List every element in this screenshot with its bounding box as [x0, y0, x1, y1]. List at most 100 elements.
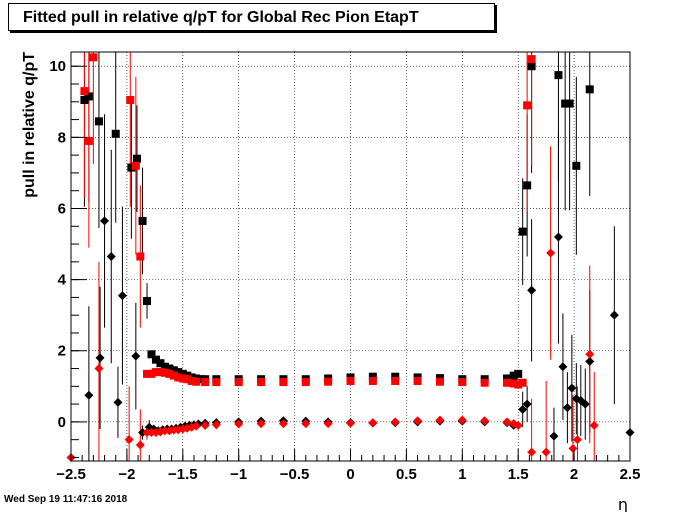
diamond-marker	[100, 216, 110, 226]
square-marker	[279, 378, 288, 387]
square-marker	[127, 163, 136, 172]
diamond-marker	[562, 403, 572, 413]
square-marker	[178, 374, 187, 383]
diamond-marker	[413, 416, 423, 426]
square-marker	[147, 350, 156, 359]
y-tick-label: 0	[58, 414, 66, 431]
diamond-marker	[513, 420, 523, 430]
x-tick-label: 0	[346, 466, 354, 483]
x-tick-label: −1	[230, 466, 247, 483]
square-marker	[160, 368, 169, 377]
x-tick-label: 1.5	[508, 466, 529, 483]
square-marker	[138, 216, 147, 225]
square-marker	[212, 378, 221, 387]
diamond-marker	[480, 416, 490, 426]
diamond-marker	[124, 435, 134, 445]
square-marker	[143, 369, 152, 378]
square-marker	[413, 376, 422, 385]
diamond-marker	[568, 444, 578, 454]
square-marker	[458, 378, 467, 387]
axis-ticks	[70, 65, 631, 461]
diamond-marker	[234, 419, 244, 429]
square-marker	[80, 96, 89, 105]
y-tick-label: 4	[58, 272, 67, 289]
square-marker	[554, 71, 563, 80]
square-marker	[509, 379, 518, 388]
x-tick-label: −2	[118, 466, 135, 483]
x-tick-label: 2.5	[620, 466, 641, 483]
diamond-marker	[502, 417, 512, 427]
chart-title: Fitted pull in relative q/pT for Global …	[23, 9, 419, 26]
diamond-marker	[527, 447, 537, 457]
square-marker	[160, 362, 169, 371]
x-tick-label: 0.5	[396, 466, 417, 483]
diamond-marker	[585, 349, 595, 359]
diamond-marker	[301, 419, 311, 429]
square-marker	[518, 378, 527, 387]
diamond-marker	[211, 420, 221, 430]
diamond-marker	[527, 285, 537, 295]
square-marker	[136, 252, 145, 261]
tick-labels: −2.5 −2 −1.5 −1 −0.5 0 0.5 1 1.5 2 2.5 0 2 4 6 8 10	[49, 58, 640, 483]
square-marker	[565, 99, 574, 108]
diamond-marker	[117, 291, 127, 301]
diamond-marker	[390, 417, 400, 427]
square-marker	[196, 375, 205, 384]
diamond-marker	[131, 351, 141, 361]
diamond-marker	[346, 418, 355, 428]
square-marker	[368, 376, 377, 385]
square-marker	[234, 378, 243, 387]
square-marker	[80, 87, 89, 96]
diamond-marker	[256, 419, 266, 429]
square-marker	[169, 371, 178, 380]
square-marker	[132, 154, 141, 163]
square-marker	[94, 117, 103, 126]
diamond-marker	[546, 248, 556, 258]
square-marker	[147, 369, 156, 378]
x-tick-label: −2.5	[56, 466, 86, 483]
square-marker	[514, 380, 523, 389]
square-marker	[84, 136, 93, 145]
square-marker	[89, 53, 98, 62]
square-marker	[391, 372, 400, 381]
diamond-marker	[572, 435, 582, 445]
diamond-marker	[518, 404, 528, 414]
y-tick-label: 2	[58, 343, 66, 360]
diamond-marker	[278, 419, 288, 429]
diamond-marker	[95, 353, 105, 363]
square-marker	[131, 161, 140, 170]
diamond-marker	[541, 447, 551, 457]
square-marker	[178, 369, 187, 378]
square-marker	[523, 181, 532, 190]
diamond-marker	[113, 397, 123, 407]
square-marker	[192, 377, 201, 386]
diamond-marker	[585, 356, 595, 366]
square-marker	[174, 373, 183, 382]
square-marker	[169, 366, 178, 375]
square-marker	[346, 376, 355, 385]
diamond-marker	[457, 415, 467, 425]
diamond-marker	[368, 418, 378, 428]
square-marker	[201, 378, 210, 387]
diamond-marker	[84, 390, 94, 400]
diamond-marker	[135, 440, 145, 450]
chart-title-box: Fitted pull in relative q/pT for Global …	[8, 3, 495, 31]
diamond-marker	[191, 421, 201, 431]
square-marker	[84, 92, 93, 101]
square-marker	[509, 371, 518, 380]
data-markers	[66, 53, 635, 462]
square-marker	[324, 377, 333, 386]
y-axis-label: pull in relative q/pT	[21, 52, 38, 198]
square-marker	[156, 368, 165, 377]
square-marker	[151, 368, 160, 377]
diamond-marker	[435, 415, 445, 425]
x-tick-label: −1.5	[168, 466, 198, 483]
diamond-marker	[589, 420, 599, 430]
square-marker	[527, 55, 536, 64]
diamond-marker	[323, 419, 333, 429]
square-marker	[257, 378, 266, 387]
square-marker	[561, 99, 570, 108]
diamond-marker	[200, 420, 210, 430]
square-marker	[151, 355, 160, 364]
